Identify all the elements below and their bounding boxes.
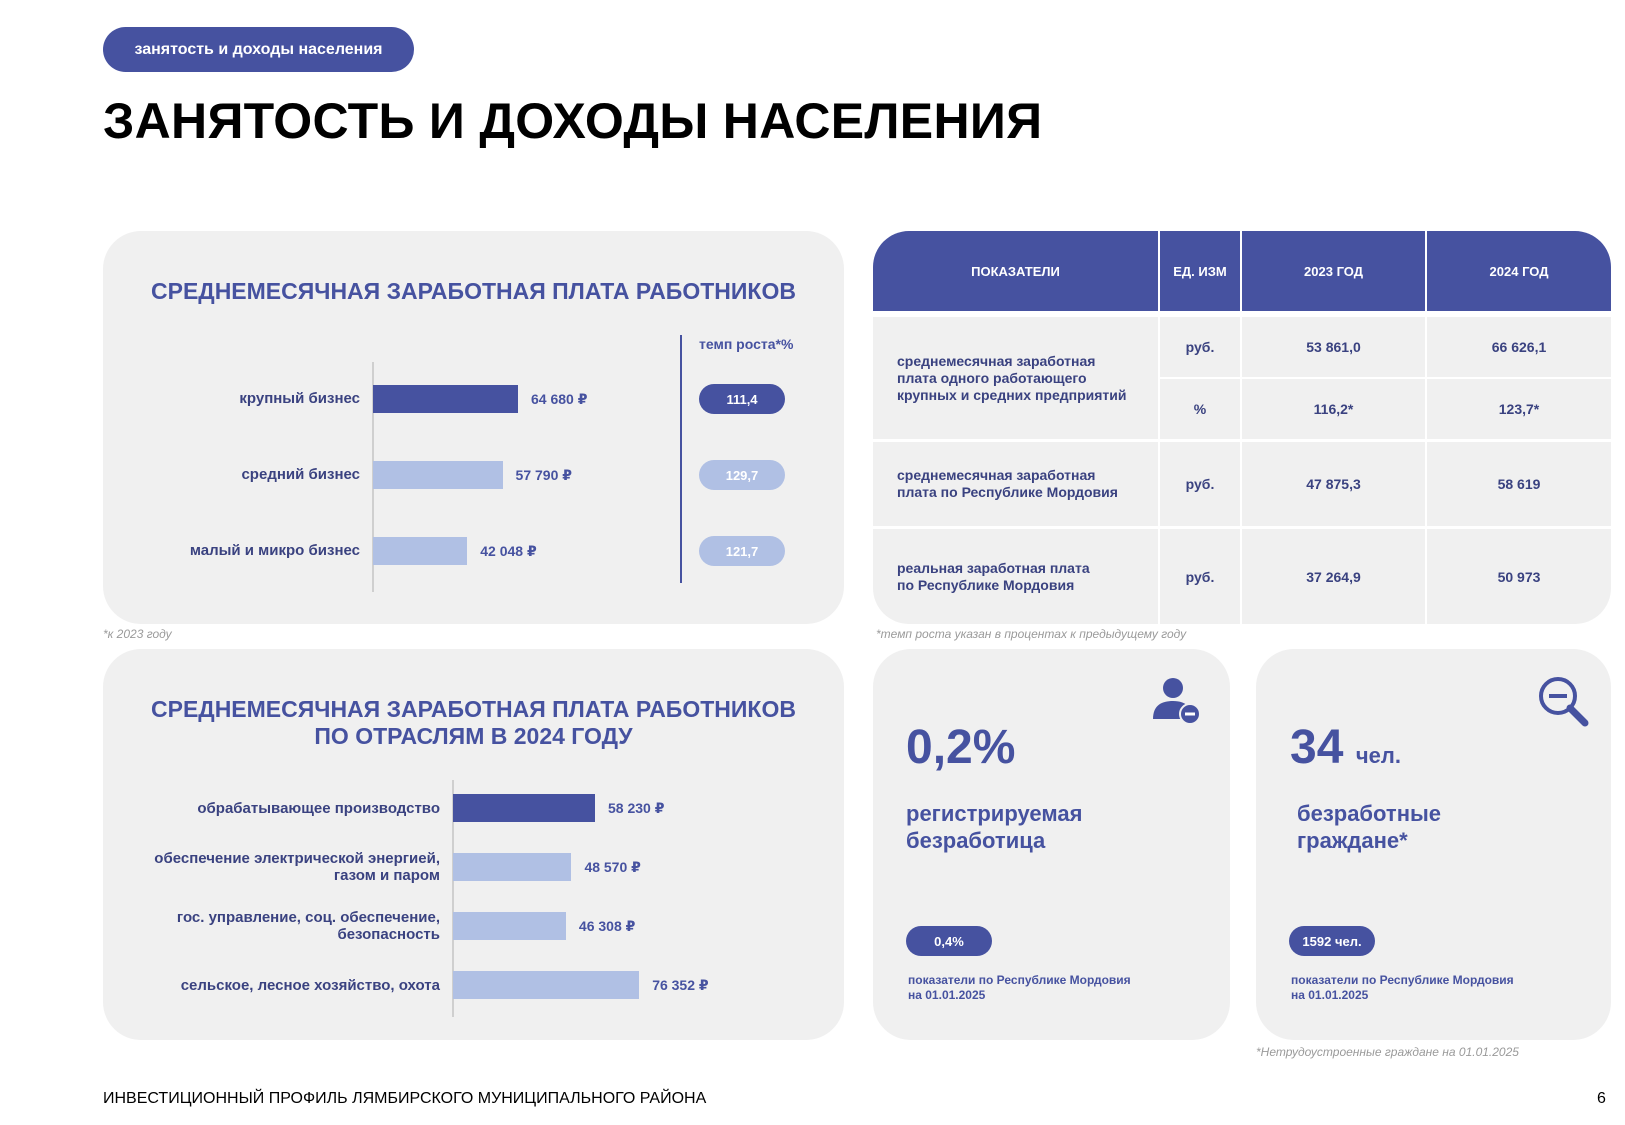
chart2-category-label: гос. управление, соц. обеспечение, безопа… [103, 909, 440, 943]
chart2-value-label: 46 308 ₽ [578, 918, 636, 934]
chart2-title-line1: СРЕДНЕМЕСЯЧНАЯ ЗАРАБОТНАЯ ПЛАТА РАБОТНИК… [151, 696, 796, 722]
chart2-category-label-line: газом и паром [333, 867, 440, 884]
chart1-growth-rate-badge: 121,7 [699, 536, 785, 566]
chart2-category-label-line: обрабатывающее производство [197, 799, 440, 817]
table-row-2-indicator: среднемесячная заработная плата по Респу… [873, 442, 1158, 526]
table-row-2-indicator-line2: плата по Республике Мордовия [897, 484, 1118, 500]
stat-1-badge: 0,4% [906, 926, 992, 956]
chart1-rate-header: темп роста*% [699, 336, 794, 352]
table-row-3-indicator-line1: реальная заработная плата [897, 559, 1090, 576]
chart2-value-label: 48 570 ₽ [584, 859, 641, 875]
table-footnote: *темп роста указан в процентах к предыду… [876, 627, 1187, 641]
stat-2-value: 34 [1290, 721, 1344, 774]
stat-1-label-line1: регистрируемая [906, 801, 1083, 826]
chart2-category-label-line: обеспечение электрической энергией, [154, 850, 440, 867]
chart2-title-line2: ПО ОТРАСЛЯМ В 2024 ГОДУ [314, 723, 633, 749]
chart1-category-label: средний бизнес [241, 466, 360, 483]
table-header-indicator: ПОКАЗАТЕЛИ [873, 231, 1158, 311]
stat-2-label: безработные граждане* [1297, 800, 1441, 854]
stat-1-note: показатели по Республике Мордовия на 01.… [908, 973, 1131, 1003]
table-row-1-indicator-line1: среднемесячная заработная [897, 352, 1096, 369]
chart1-bar [373, 461, 503, 489]
chart1-value-label: 42 048 ₽ [480, 543, 537, 559]
table-cell: % [1160, 379, 1240, 439]
chart2-category-label-line: сельское, лесное хозяйство, охота [180, 976, 440, 994]
user-minus-icon [1153, 678, 1201, 725]
table-row-1-indicator-line3: крупных и средних предприятий [897, 386, 1127, 403]
chart1-footnote: *к 2023 году [103, 627, 172, 641]
chart2-category-label: сельское, лесное хозяйство, охота [103, 977, 440, 994]
chart2-category-label-line: безопасность [337, 926, 440, 943]
stat-2-badge: 1592 чел. [1289, 926, 1375, 956]
table-row-1-indicator-line2: плата одного работающего [897, 369, 1087, 386]
table-cell: руб. [1160, 317, 1240, 377]
chart1-growth-rate-badge: 111,4 [699, 384, 785, 414]
chart2-bar [453, 794, 595, 822]
table-cell: 47 875,3 [1242, 442, 1425, 526]
table-header-2023: 2023 ГОД [1242, 231, 1425, 311]
stat-1-label-line2: безработица [906, 828, 1046, 853]
chart1-category-label: крупный бизнес [239, 390, 360, 407]
table-row-1-indicator: среднемесячная заработная плата одного р… [873, 317, 1158, 439]
table-header-2024: 2024 ГОД [1427, 231, 1611, 311]
stat-1-note-line1: показатели по Республике Мордовия [908, 973, 1131, 987]
chart1-rate-divider [680, 335, 682, 583]
table-cell: руб. [1160, 442, 1240, 526]
table-header-unit: ЕД. ИЗМ [1160, 231, 1240, 311]
chart2-category-label: обрабатывающее производство [103, 800, 440, 817]
page-number: 6 [1597, 1090, 1606, 1107]
stat-2-label-line1: безработные [1297, 801, 1441, 826]
chart1-category-label: малый и микро бизнес [189, 542, 360, 559]
chart2-category-label-line: гос. управление, соц. обеспечение, [176, 909, 440, 926]
chart1-title: СРЕДНЕМЕСЯЧНАЯ ЗАРАБОТНАЯ ПЛАТА РАБОТНИК… [151, 278, 796, 304]
footer-text: ИНВЕСТИЦИОННЫЙ ПРОФИЛЬ ЛЯМБИРСКОГО МУНИЦ… [103, 1090, 707, 1107]
chart2-axis-line [452, 780, 454, 1017]
stat-1-note-line2: на 01.01.2025 [908, 988, 986, 1002]
table-cell: 50 973 [1427, 529, 1611, 624]
chart2-bar [453, 912, 566, 940]
table-cell: 116,2* [1242, 379, 1425, 439]
stat-2-unit: чел. [1355, 743, 1401, 768]
stat-1-label: регистрируемая безработица [906, 800, 1082, 854]
stat-2-value-group: 34 чел. [1290, 720, 1401, 775]
stat-1-value: 0,2% [906, 721, 1016, 774]
chart2-title: СРЕДНЕМЕСЯЧНАЯ ЗАРАБОТНАЯ ПЛАТА РАБОТНИК… [103, 696, 844, 750]
table-row-3-indicator: реальная заработная плата по Республике … [873, 529, 1158, 624]
chart1-value-label: 57 790 ₽ [515, 467, 572, 483]
chart1-growth-rate-badge: 129,7 [699, 460, 785, 490]
section-tag: занятость и доходы населения [103, 27, 414, 72]
chart2-bar [453, 971, 640, 999]
chart2-bar [453, 853, 572, 881]
table-cell: 66 626,1 [1427, 317, 1611, 377]
table-cell: руб. [1160, 529, 1240, 624]
stat-card-unemployed-citizens [1256, 649, 1611, 1040]
table-cell: 53 861,0 [1242, 317, 1425, 377]
table-cell: 58 619 [1427, 442, 1611, 526]
chart1-bar [373, 385, 518, 413]
indicators-table: ПОКАЗАТЕЛИ ЕД. ИЗМ 2023 ГОД 2024 ГОД сре… [873, 231, 1611, 624]
chart2-value-label: 58 230 ₽ [608, 800, 665, 816]
stat-2-label-line2: граждане* [1297, 828, 1408, 853]
stats-footnote: *Нетрудоустроенные граждане на 01.01.202… [1256, 1045, 1519, 1059]
chart2-value-label: 76 352 ₽ [652, 977, 709, 993]
stat-2-note-line1: показатели по Республике Мордовия [1291, 973, 1514, 987]
table-cell: 37 264,9 [1242, 529, 1425, 624]
stat-2-note-line2: на 01.01.2025 [1291, 988, 1369, 1002]
table-row-2-indicator-line1: среднемесячная заработная [897, 467, 1096, 483]
chart1-bar [373, 537, 468, 565]
stat-2-note: показатели по Республике Мордовия на 01.… [1291, 973, 1514, 1003]
chart2-category-label: обеспечение электрической энергией, газом… [103, 850, 440, 884]
page-title: ЗАНЯТОСТЬ И ДОХОДЫ НАСЕЛЕНИЯ [103, 93, 1043, 149]
table-cell: 123,7* [1427, 379, 1611, 439]
chart1-value-label: 64 680 ₽ [531, 391, 588, 407]
table-row-3-indicator-line2: по Республике Мордовия [897, 576, 1075, 593]
search-minus-icon [1539, 677, 1589, 727]
